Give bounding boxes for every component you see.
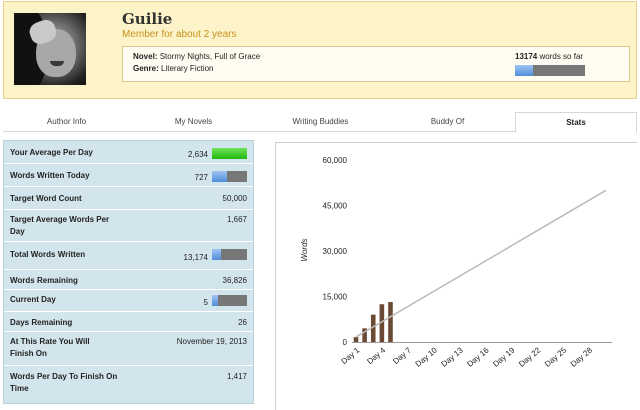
- stat-label: Words Per Day To Finish On Time: [10, 372, 118, 393]
- stat-label: Total Words Written: [10, 250, 86, 259]
- x-tick-label: Day 7: [391, 345, 413, 366]
- stat-value: 5: [203, 298, 208, 307]
- y-tick-label: 60,000: [323, 156, 348, 165]
- chart-bar: [379, 304, 385, 342]
- chart-bar: [353, 337, 359, 342]
- x-tick-label: Day 13: [440, 345, 466, 369]
- stat-row-finish-date: At This Rate You Will Finish On November…: [4, 332, 253, 366]
- profile-tabs: Author Info My Novels Writing Buddies Bu…: [3, 112, 637, 133]
- user-name[interactable]: Guilie: [122, 10, 173, 28]
- x-tick-label: Day 28: [569, 345, 595, 369]
- y-axis: 0 15,000 30,000 45,000 60,000: [323, 156, 612, 347]
- stat-progress-bar: [212, 249, 247, 260]
- stat-value: 26: [238, 318, 247, 327]
- profile-header: Guilie Member for about 2 years Novel: S…: [3, 1, 637, 99]
- target-line: [355, 189, 607, 338]
- y-tick-label: 15,000: [323, 293, 348, 302]
- stat-label: Days Remaining: [10, 318, 73, 327]
- novel-title[interactable]: Stormy Nights, Full of Grace: [159, 52, 261, 61]
- stat-value: 1,417: [226, 372, 247, 381]
- genre-value: Literary Fiction: [161, 64, 214, 73]
- stat-value: 36,826: [222, 276, 247, 285]
- novel-info-box: Novel: Stormy Nights, Full of Grace Genr…: [122, 46, 630, 82]
- tab-stats[interactable]: Stats: [515, 112, 637, 133]
- bar-series: [353, 302, 393, 342]
- stat-label: Target Average Words Per Day: [10, 215, 110, 236]
- tab-writing-buddies[interactable]: Writing Buddies: [292, 117, 349, 126]
- stat-label: Current Day: [10, 295, 56, 304]
- x-tick-label: Day 19: [491, 345, 517, 369]
- stat-value: 2,634: [187, 150, 208, 159]
- stats-panel: Your Average Per Day 2,634 Words Written…: [3, 140, 254, 404]
- y-tick-label: 0: [343, 338, 348, 347]
- genre-label: Genre:: [133, 64, 159, 73]
- y-tick-label: 45,000: [323, 202, 348, 211]
- stat-value: 727: [194, 173, 208, 182]
- novel-progress-fill: [515, 65, 534, 76]
- stat-value: November 19, 2013: [176, 337, 247, 346]
- novel-label: Novel:: [133, 52, 158, 61]
- word-count-summary: 13174 words so far: [515, 52, 583, 61]
- y-axis-label: Words: [300, 238, 309, 261]
- x-tick-label: Day 16: [465, 345, 491, 369]
- stat-row-words-per-day-to-finish: Words Per Day To Finish On Time 1,417: [4, 366, 253, 403]
- stat-progress-fill: [212, 148, 247, 159]
- stat-progress-fill: [212, 171, 228, 182]
- stat-value: 13,174: [183, 253, 208, 262]
- member-since: Member for about 2 years: [122, 29, 237, 40]
- x-tick-label: Day 1: [339, 345, 361, 366]
- stat-progress-bar: [212, 295, 247, 306]
- x-tick-label: Day 25: [543, 345, 569, 369]
- stat-row-average-per-day: Your Average Per Day 2,634: [4, 141, 253, 164]
- target-line-group: [355, 189, 607, 338]
- novel-line: Novel: Stormy Nights, Full of Grace: [133, 52, 260, 61]
- stat-label: Your Average Per Day: [10, 148, 93, 157]
- stat-progress-bar: [212, 148, 247, 159]
- chart-bar: [388, 302, 393, 342]
- stat-progress-fill: [212, 249, 222, 260]
- stat-label: Words Remaining: [10, 276, 78, 285]
- stat-row-words-today: Words Written Today 727: [4, 164, 253, 187]
- stat-value: 1,667: [226, 215, 247, 224]
- x-tick-label: Day 22: [517, 345, 543, 369]
- tab-my-novels[interactable]: My Novels: [174, 117, 213, 126]
- stat-value: 50,000: [222, 194, 247, 203]
- avatar-mouth: [50, 61, 64, 66]
- word-count-suffix: words so far: [539, 52, 584, 61]
- stat-row-days-remaining: Days Remaining 26: [4, 312, 253, 332]
- stat-progress-bar: [212, 171, 247, 182]
- stat-label: At This Rate You Will Finish On: [10, 337, 90, 358]
- stat-row-target-average: Target Average Words Per Day 1,667: [4, 210, 253, 242]
- tab-author-info[interactable]: Author Info: [46, 117, 87, 126]
- word-count-value: 13174: [515, 52, 538, 61]
- avatar[interactable]: [14, 13, 86, 85]
- stat-row-current-day: Current Day 5: [4, 290, 253, 312]
- x-tick-label: Day 4: [365, 345, 387, 366]
- word-count-chart: 0 15,000 30,000 45,000 60,000 Day 1 Day 4 Day …: [275, 142, 637, 410]
- genre-line: Genre: Literary Fiction: [133, 64, 214, 73]
- stat-progress-fill: [212, 295, 218, 306]
- stat-row-words-remaining: Words Remaining 36,826: [4, 270, 253, 290]
- stat-row-total-words: Total Words Written 13,174: [4, 242, 253, 270]
- chart-bar: [370, 314, 376, 342]
- y-tick-label: 30,000: [323, 247, 348, 256]
- chart-bar: [362, 328, 367, 342]
- novel-progress-bar: [515, 65, 585, 76]
- x-tick-label: Day 10: [414, 345, 440, 369]
- x-axis: Day 1 Day 4 Day 7 Day 10 Day 13 Day 16 Day 19 D…: [339, 345, 594, 369]
- tab-buddy-of[interactable]: Buddy Of: [430, 117, 465, 126]
- stat-label: Words Written Today: [10, 171, 90, 180]
- stat-row-target-word-count: Target Word Count 50,000: [4, 187, 253, 210]
- stat-label: Target Word Count: [10, 194, 82, 203]
